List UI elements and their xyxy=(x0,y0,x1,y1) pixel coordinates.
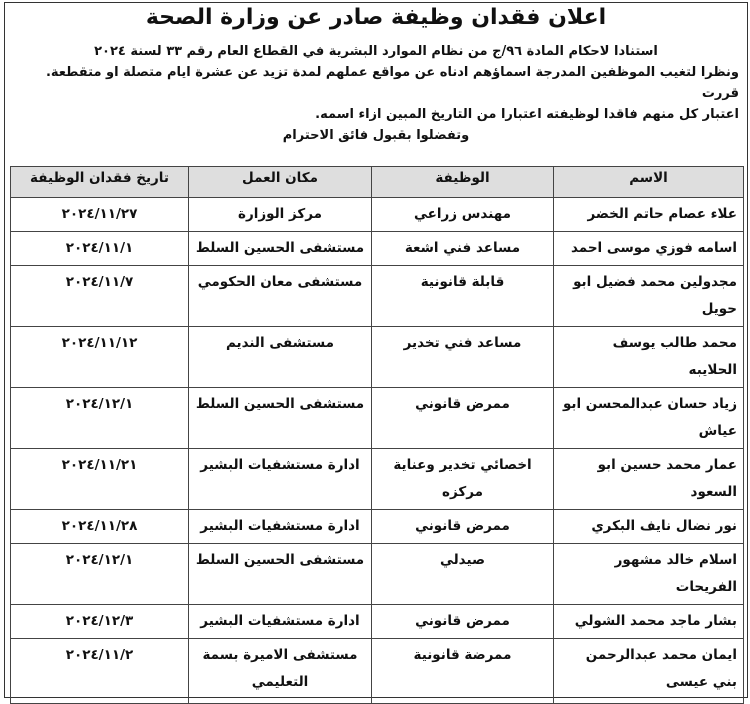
intro-line: اعتبار كل منهم فاقدا لوظيفته اعتبارا من … xyxy=(315,107,739,122)
title: اعلان فقدان وظيفة صادر عن وزارة الصحة xyxy=(145,5,607,30)
workplace-cell: ادارة مستشفيات البشير xyxy=(188,509,372,544)
table-row: اسلام خالد مشهور الفريحات صيدلي مستشفى الح… xyxy=(10,543,744,605)
date-cell: ٢٠٢٤/١١/٢١ xyxy=(10,448,189,510)
workplace-cell: مستشفى النديم xyxy=(188,326,372,388)
job-cell: اخصائي تخدير وعناية مركزه xyxy=(371,448,554,510)
date-cell: ٢٠٢٤/١٢/٣ xyxy=(10,604,189,639)
workplace-cell: مستشفى الحسين السلط xyxy=(188,387,372,449)
table-row: نور نضال نايف البكري ممرض قانوني ادارة مست… xyxy=(10,509,744,544)
name-cell: اسلام خالد مشهور الفريحات xyxy=(553,543,744,605)
workplace-cell: مستشفى الاميرة بسمة التعليمي xyxy=(188,638,372,704)
job-cell: صيدلي xyxy=(371,543,554,605)
job-cell: ممرضة قانونية xyxy=(371,638,554,704)
date-cell: ٢٠٢٤/١١/٢ xyxy=(10,638,189,704)
table-row: عمار محمد حسين ابو السعود اخصائي تخدير وع… xyxy=(10,448,744,510)
job-cell: قابلة قانونية xyxy=(371,265,554,327)
name-cell: علاء عصام حاتم الخضر xyxy=(553,197,744,232)
intro-line: ونظرا لتغيب الموظفين المدرجة اسماؤهم ادن… xyxy=(45,65,739,101)
job-cell: مساعد فني اشعة xyxy=(371,231,554,266)
date-cell: ٢٠٢٤/١١/١٢ xyxy=(10,326,189,388)
job-cell: ممرض قانوني xyxy=(371,387,554,449)
name-cell: مجدولين محمد فضيل ابو حويل xyxy=(553,265,744,327)
date-cell: ٢٠٢٤/١١/٢٨ xyxy=(10,509,189,544)
intro-line: وتفضلوا بقبول فائق الاحترام xyxy=(282,128,470,143)
table-row: بشار ماجد محمد الشولي ممرض قانوني ادارة مس… xyxy=(10,604,744,639)
column-header: مكان العمل xyxy=(188,166,372,198)
job-cell: ممرض قانوني xyxy=(371,604,554,639)
name-cell: بشار ماجد محمد الشولي xyxy=(553,604,744,639)
job-cell: مساعد فني تخدير xyxy=(371,326,554,388)
column-header: الاسم xyxy=(553,166,744,198)
date-cell: ٢٠٢٤/١١/٢٧ xyxy=(10,197,189,232)
table-row: اسامه فوزي موسى احمد مساعد فني اشعة مستشفى… xyxy=(10,231,744,266)
table-row: زياد حسان عبدالمحسن ابو عياش ممرض قانوني م… xyxy=(10,387,744,449)
name-cell: زياد حسان عبدالمحسن ابو عياش xyxy=(553,387,744,449)
date-cell: ٢٠٢٤/١٢/١ xyxy=(10,543,189,605)
column-header: تاريخ فقدان الوظيفة xyxy=(10,166,189,198)
announcement: اعلان فقدان وظيفة صادر عن وزارة الصحة اس… xyxy=(4,2,748,704)
job-cell: ممرض قانوني xyxy=(371,509,554,544)
table-row: علاء عصام حاتم الخضر مهندس زراعي مركز الوز… xyxy=(10,197,744,232)
workplace-cell: ادارة مستشفيات البشير xyxy=(188,604,372,639)
date-cell: ٢٠٢٤/١١/٧ xyxy=(10,265,189,327)
workplace-cell: مستشفى الحسين السلط xyxy=(188,543,372,605)
header-row: الاسم الوظيفة مكان العمل تاريخ فقدان الوظيف… xyxy=(10,166,744,198)
name-cell: محمد طالب يوسف الحلايبه xyxy=(553,326,744,388)
table-row: ايمان محمد عبدالرحمن بني عيسى ممرضة قانون… xyxy=(10,638,744,704)
name-cell: نور نضال نايف البكري xyxy=(553,509,744,544)
column-header: الوظيفة xyxy=(371,166,554,198)
workplace-cell: ادارة مستشفيات البشير xyxy=(188,448,372,510)
job-cell: مهندس زراعي xyxy=(371,197,554,232)
workplace-cell: مستشفى معان الحكومي xyxy=(188,265,372,327)
table-row: مجدولين محمد فضيل ابو حويل قابلة قانونية م… xyxy=(10,265,744,327)
workplace-cell: مستشفى الحسين السلط xyxy=(188,231,372,266)
workplace-cell: مركز الوزارة xyxy=(188,197,372,232)
intro: استنادا لاحكام المادة ٩٦/ج من نظام الموا… xyxy=(13,41,739,146)
name-cell: اسامه فوزي موسى احمد xyxy=(553,231,744,266)
name-cell: ايمان محمد عبدالرحمن بني عيسى xyxy=(553,638,744,704)
date-cell: ٢٠٢٤/١١/١ xyxy=(10,231,189,266)
name-cell: عمار محمد حسين ابو السعود xyxy=(553,448,744,510)
intro-line: استنادا لاحكام المادة ٩٦/ج من نظام الموا… xyxy=(94,44,658,59)
table-row: محمد طالب يوسف الحلايبه مساعد فني تخدير مس… xyxy=(10,326,744,388)
table-body: علاء عصام حاتم الخضر مهندس زراعي مركز الوز… xyxy=(10,197,744,704)
table: الاسم الوظيفة مكان العمل تاريخ فقدان الوظيف… xyxy=(10,166,744,704)
date-cell: ٢٠٢٤/١٢/١ xyxy=(10,387,189,449)
